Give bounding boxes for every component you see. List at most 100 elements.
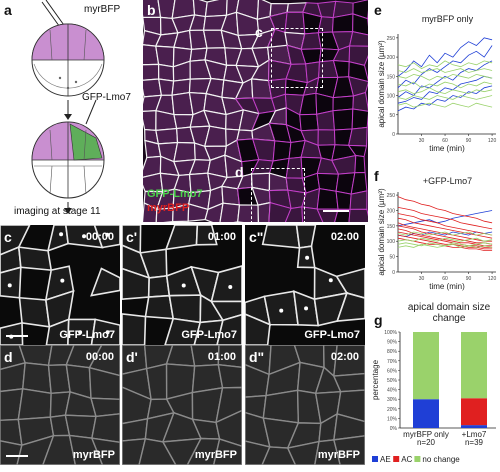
y-tick-label: 0% [390,426,398,432]
punctum [304,306,309,311]
y-tick-label: 10% [387,416,398,422]
scale-bar [6,455,28,457]
cell-outline-network [143,0,368,222]
cell [352,13,368,36]
roi-d-label: d [235,164,244,180]
y-tick-label: 100% [384,330,397,336]
cell [209,300,242,322]
series-line-5 [397,213,493,236]
cell [0,440,23,465]
punctum [181,283,186,288]
cell [122,438,147,465]
y-axis-label: apical domain size (µm²) [377,188,386,276]
cell [215,409,242,447]
cell [261,446,297,465]
cell [90,397,120,418]
legend-label: AC [401,455,412,464]
row-d-channel-1: myrBFP [72,449,115,461]
y-tick-label: 80% [387,349,398,355]
x-tick-label: 30 [419,138,425,144]
punctum [228,284,233,289]
cell [348,61,368,82]
cell [16,434,55,465]
cell [286,440,320,465]
cell [143,202,158,222]
panel-e: e myrBFP only 0 50 100 150 200 250 30 60 90 120 ti… [370,0,500,165]
label-imaging-stage: imaging at stage 11 [14,206,101,217]
bar-ac [461,398,487,426]
y-axis-label: percentage [371,359,380,400]
series-line-13 [397,237,493,242]
y-tick-label: 0 [392,132,395,138]
cell [336,389,365,423]
scale-bar [6,335,28,337]
cell [17,387,52,421]
cell [219,202,241,222]
label-myrbfp-injection: myrBFP [84,4,121,15]
row-c-timestamp-1: 00:00 [85,231,114,243]
panel-g-label: g [374,312,383,328]
cell [334,208,351,222]
cell [245,313,271,345]
chart-g: 0% 10% 20% 30% 40% 50% 60% 70% 80% 90% 100% percent… [371,330,496,464]
cell [332,108,354,131]
y-tick-label: 90% [387,340,398,346]
cell-outlines [0,225,120,345]
series-line-1 [397,37,493,77]
cell [349,190,368,210]
row-d-label-3: d" [249,349,265,365]
y-tick-label: 70% [387,359,398,365]
cell [18,296,51,328]
x-axis-label: time (min) [429,282,465,291]
x-tick-label: 90 [466,276,472,282]
y-tick-label: 250 [387,193,396,199]
legend-label: no change [422,455,460,464]
series-line-9 [397,87,493,95]
cell [236,129,254,141]
y-tick-label: 50 [389,113,395,119]
panel-g: g apical domain size change 0% 10% 20% 30% 4… [370,298,500,467]
cell [333,345,365,377]
cell [332,95,355,112]
y-tick-label: 250 [387,36,396,42]
cell [138,438,177,465]
series-line-7 [397,222,493,242]
row-d-panel-2: d' 01:00 myrBFP [122,345,242,465]
row-c-panel-3: c" 02:00 GFP-Lmo7 [245,225,365,345]
cell [284,206,304,222]
chart-f: 0 50 100 150 200 250 30 60 90 120 time (min) apical… [377,188,496,291]
row-c-channel-1: GFP-Lmo7 [59,329,115,341]
row-c-panel-2: c' 01:00 GFP-Lmo7 [122,225,242,345]
series-line-6 [397,60,493,70]
punctum [105,330,110,335]
legend-swatch [393,456,400,462]
punctum [328,278,333,283]
x-tick-label: 30 [419,276,425,282]
punctum [279,308,284,313]
cell [88,345,120,377]
punctum [105,232,110,237]
cell [186,437,221,465]
x-axis-label: time (min) [429,144,465,153]
y-tick-label: 0 [392,270,395,276]
panel-b-label: b [147,2,156,18]
cell [210,265,242,303]
bar-no-change [461,332,487,399]
cell [161,437,203,465]
cell [157,78,175,96]
cell [147,274,171,298]
punctum [59,232,64,237]
cell [352,91,368,112]
series-line-5 [397,85,493,112]
x-tick-label: 60 [442,276,448,282]
cell [349,31,368,47]
row-c-label-3: c" [249,229,264,245]
cell [68,434,104,465]
row-c-channel-3: GFP-Lmo7 [304,329,360,341]
series-line-10 [397,95,493,100]
cell-outlines [0,345,120,465]
cell [164,225,199,251]
cell [45,318,70,345]
cell [90,267,120,297]
series-line-3 [397,196,493,224]
